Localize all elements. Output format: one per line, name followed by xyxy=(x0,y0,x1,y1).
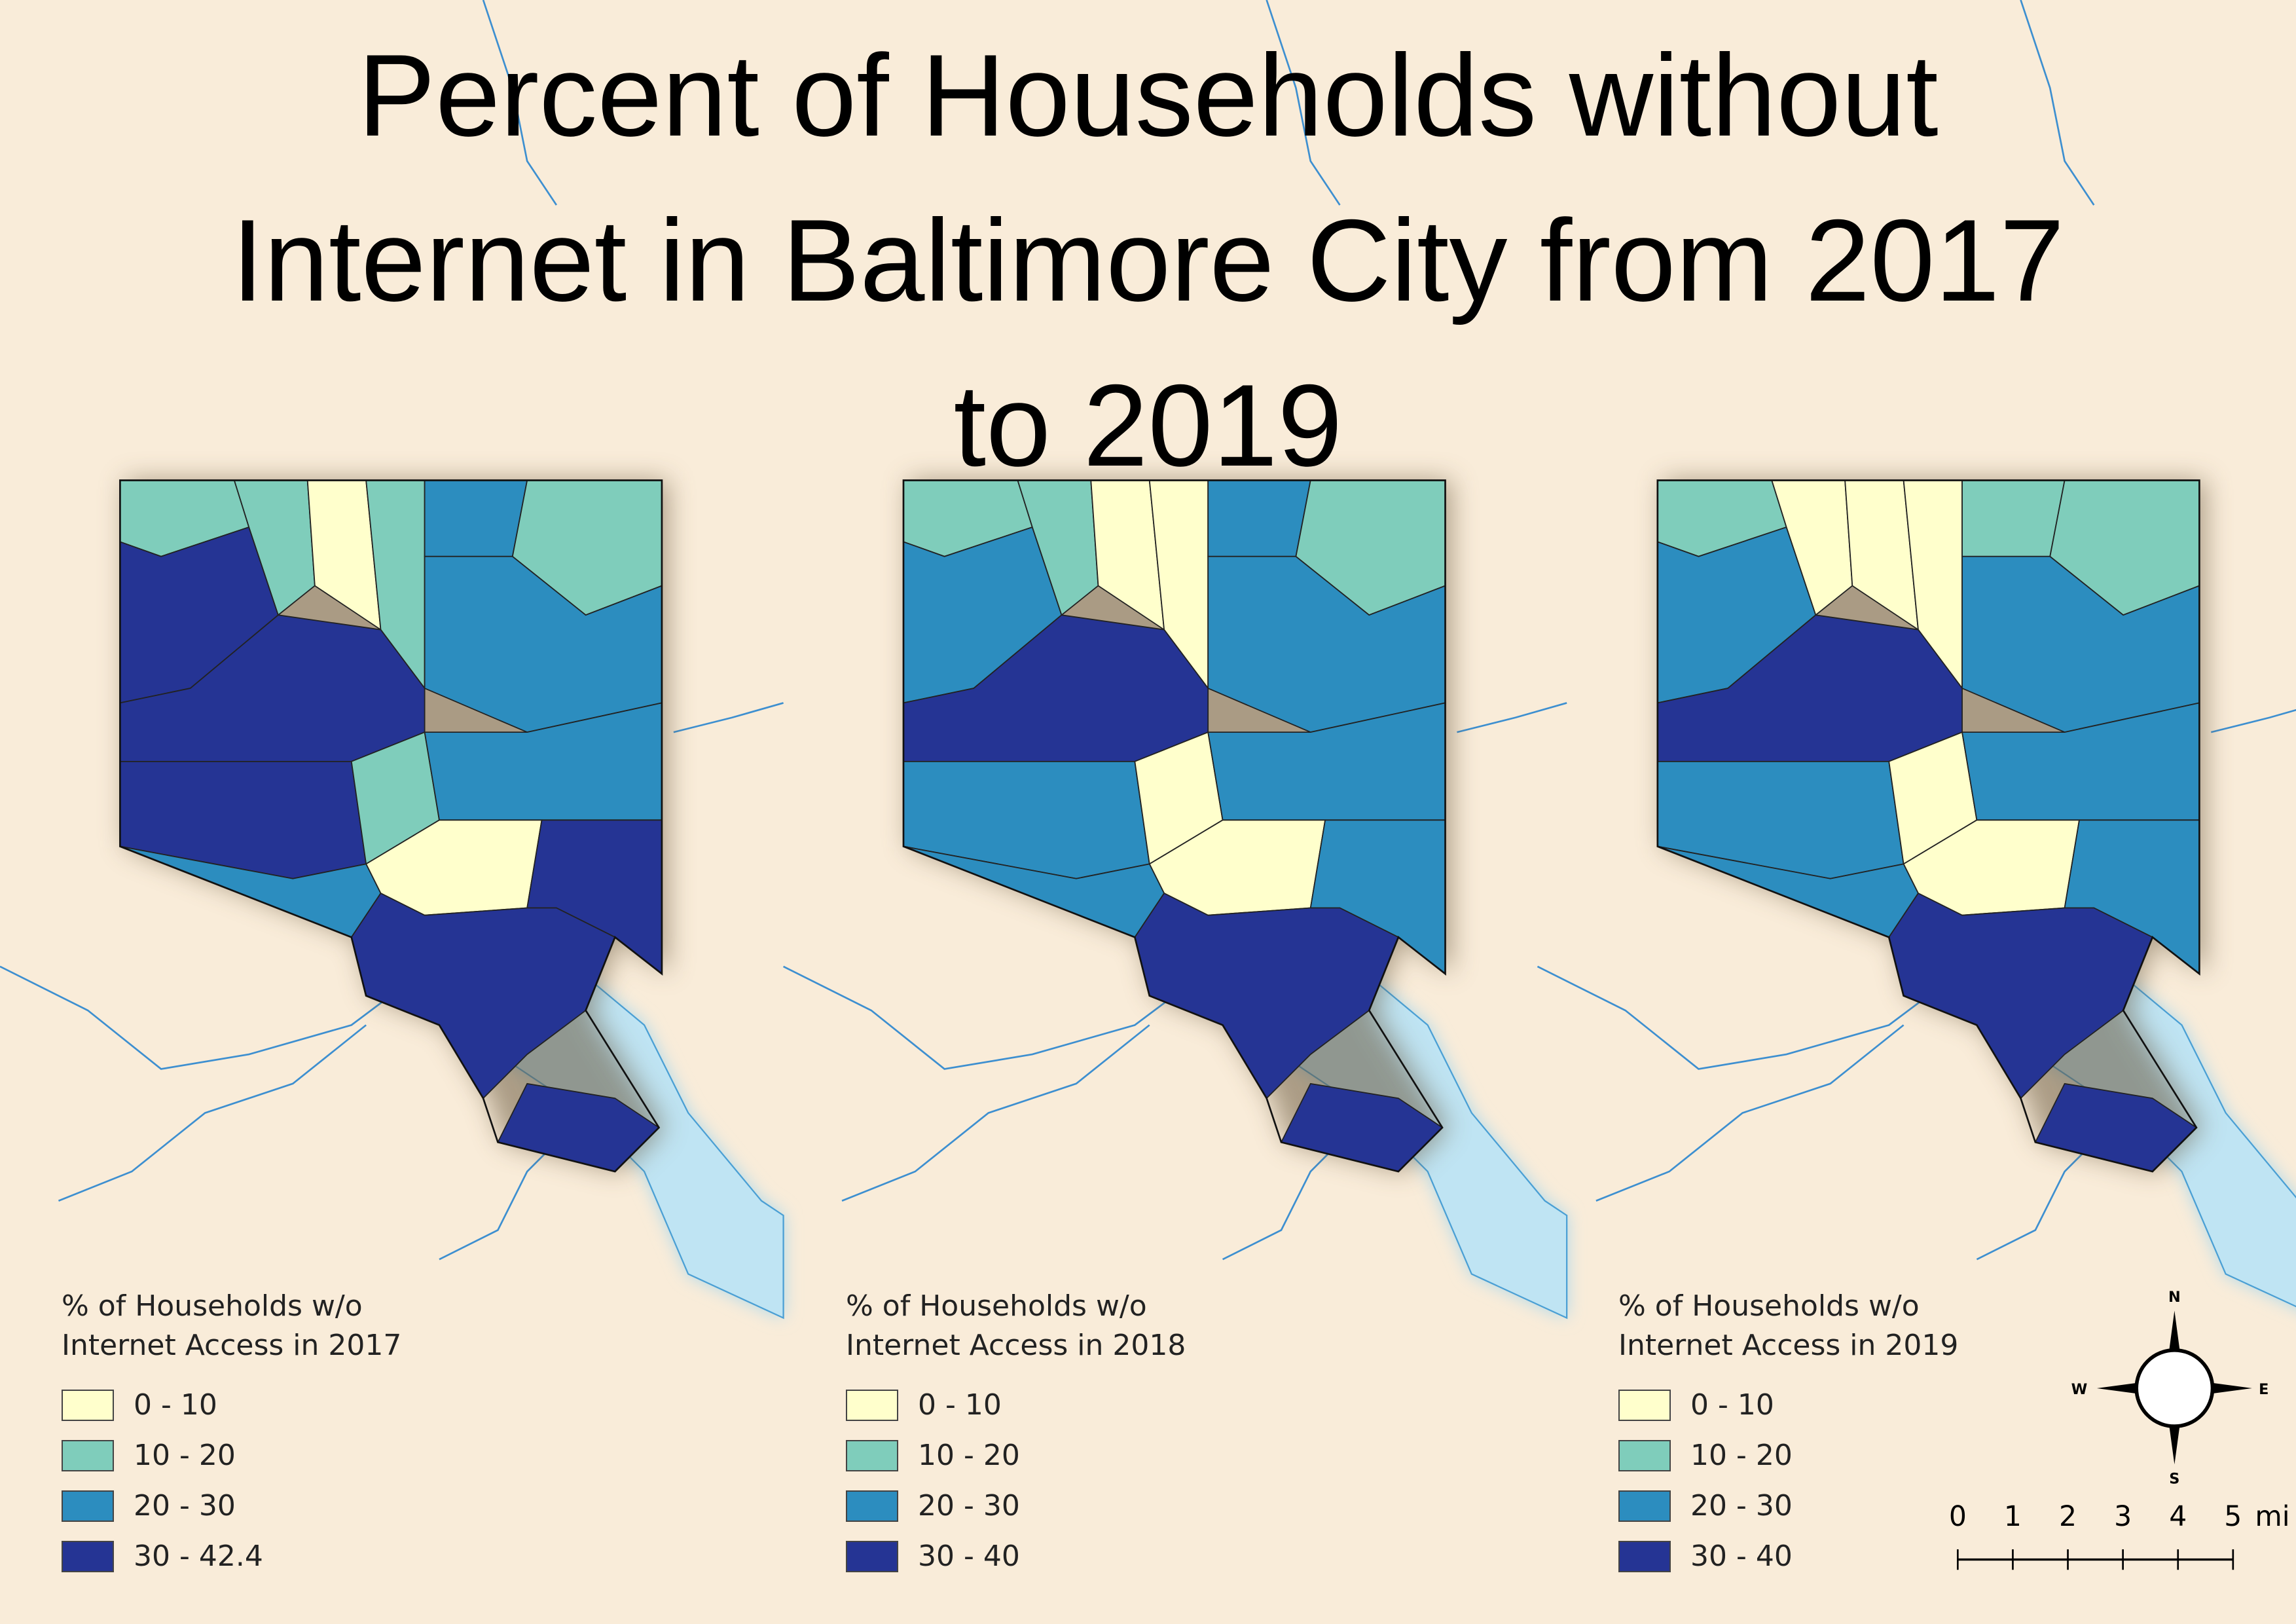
legend-row: 30 - 40 xyxy=(846,1531,1265,1581)
compass-e: E xyxy=(2259,1381,2269,1398)
legend-swatch xyxy=(846,1389,898,1421)
legend-swatch xyxy=(62,1389,114,1421)
scale-bar: 0 1 2 3 4 5 mi xyxy=(1949,1501,2290,1570)
legend-label: 20 - 30 xyxy=(918,1489,1020,1522)
legend-swatch xyxy=(1618,1490,1671,1522)
legend-swatch xyxy=(62,1490,114,1522)
legend-label: 10 - 20 xyxy=(918,1439,1020,1472)
scale-unit: mi xyxy=(2255,1501,2289,1533)
legend-swatch xyxy=(1618,1540,1671,1572)
legend-row: 20 - 30 xyxy=(1618,1481,2037,1531)
legend-swatch xyxy=(1618,1389,1671,1421)
legend-swatch xyxy=(62,1439,114,1471)
legend-row: 10 - 20 xyxy=(1618,1430,2037,1481)
river xyxy=(0,965,411,1070)
legend-title: % of Households w/o Internet Access in 2… xyxy=(846,1289,1186,1362)
river xyxy=(841,1024,1150,1202)
river xyxy=(673,702,784,733)
legend-label: 10 - 20 xyxy=(1690,1439,1793,1472)
map-panel xyxy=(1537,0,2296,1308)
river xyxy=(439,1141,557,1261)
scale-label: 1 xyxy=(2004,1501,2022,1533)
legend-row: 30 - 40 xyxy=(1618,1531,2037,1581)
legend-row: 0 - 10 xyxy=(1618,1380,2037,1430)
city-outline xyxy=(1656,479,2200,1173)
scale-label: 0 xyxy=(1949,1501,1967,1533)
legend-row: 10 - 20 xyxy=(62,1430,481,1481)
river xyxy=(2210,709,2296,733)
river xyxy=(1457,702,1567,733)
title-line: to 2019 xyxy=(953,360,1343,490)
river xyxy=(1976,1141,2095,1261)
legend-label: 30 - 40 xyxy=(1690,1540,1793,1573)
legend-label: 30 - 40 xyxy=(918,1540,1020,1573)
map-panel xyxy=(0,0,784,1320)
legend-row: 20 - 30 xyxy=(62,1481,481,1531)
legend: % of Households w/o Internet Access in 2… xyxy=(1618,1287,2037,1581)
legend: % of Households w/o Internet Access in 2… xyxy=(62,1287,481,1581)
legend-row: 0 - 10 xyxy=(846,1380,1265,1430)
scale-label: 4 xyxy=(2169,1501,2187,1533)
legend-swatch xyxy=(846,1439,898,1471)
title: Percent of Households without Internet in… xyxy=(0,13,2296,508)
compass-w: W xyxy=(2071,1381,2088,1398)
river xyxy=(58,1024,367,1202)
legend-label: 20 - 30 xyxy=(1690,1489,1793,1522)
legend-swatch xyxy=(846,1540,898,1572)
legend-swatch xyxy=(846,1490,898,1522)
legend-row: 30 - 42.4 xyxy=(62,1531,481,1581)
legend-row: 10 - 20 xyxy=(846,1430,1265,1481)
river xyxy=(1222,1141,1341,1261)
legend-swatch xyxy=(1618,1439,1671,1471)
river xyxy=(2020,0,2095,206)
map-panel xyxy=(782,0,1568,1320)
legend-label: 30 - 42.4 xyxy=(134,1540,263,1573)
scale-label: 3 xyxy=(2114,1501,2132,1533)
compass: N S W E xyxy=(2071,1289,2269,1487)
city-outline xyxy=(902,479,1446,1173)
legend-label: 0 - 10 xyxy=(918,1388,1002,1422)
compass-n: N xyxy=(2168,1289,2181,1306)
legend-row: 20 - 30 xyxy=(846,1481,1265,1531)
city-outline xyxy=(119,479,663,1173)
river xyxy=(782,965,1194,1070)
legend-label: 0 - 10 xyxy=(1690,1388,1774,1422)
legend: % of Households w/o Internet Access in 2… xyxy=(846,1287,1265,1581)
legend-label: 20 - 30 xyxy=(134,1489,236,1522)
river xyxy=(1266,0,1341,206)
river xyxy=(482,0,558,206)
scale-label: 2 xyxy=(2059,1501,2077,1533)
legend-label: 10 - 20 xyxy=(134,1439,236,1472)
scale-label: 5 xyxy=(2224,1501,2242,1533)
river xyxy=(1537,965,1948,1070)
legend-row: 0 - 10 xyxy=(62,1380,481,1430)
legend-swatch xyxy=(62,1540,114,1572)
legend-label: 0 - 10 xyxy=(134,1388,217,1422)
legend-title: % of Households w/o Internet Access in 2… xyxy=(1618,1289,1959,1362)
river xyxy=(1595,1024,1904,1202)
compass-s: S xyxy=(2169,1470,2179,1487)
title-line: Percent of Households without xyxy=(357,30,1939,160)
legend-title: % of Households w/o Internet Access in 2… xyxy=(62,1289,402,1362)
title-line: Internet in Baltimore City from 2017 xyxy=(231,195,2065,325)
